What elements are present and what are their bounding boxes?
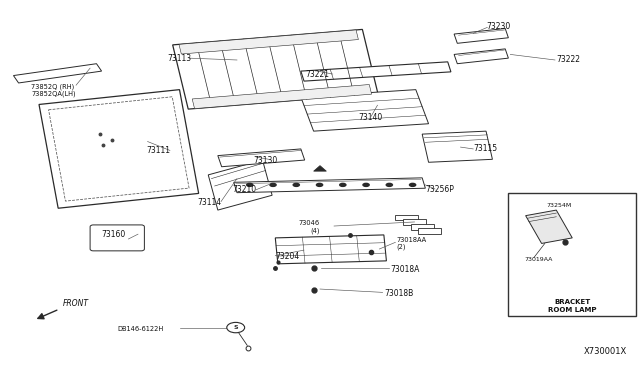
Polygon shape	[173, 29, 378, 109]
Circle shape	[269, 183, 277, 187]
Bar	[403, 219, 426, 225]
Text: 73019AA: 73019AA	[524, 257, 553, 262]
Polygon shape	[13, 64, 102, 83]
FancyBboxPatch shape	[90, 225, 145, 251]
Polygon shape	[314, 166, 326, 171]
Polygon shape	[301, 62, 451, 81]
Text: 73160: 73160	[101, 230, 125, 239]
Text: 73140: 73140	[358, 113, 383, 122]
Polygon shape	[39, 90, 198, 208]
Text: X730001X: X730001X	[583, 347, 627, 356]
Circle shape	[316, 183, 323, 187]
Text: 73204: 73204	[275, 252, 300, 261]
Polygon shape	[422, 131, 492, 162]
Polygon shape	[525, 210, 572, 243]
Polygon shape	[454, 29, 508, 43]
Circle shape	[385, 183, 393, 187]
Text: 73852Q (RH)
73852QA(LH): 73852Q (RH) 73852QA(LH)	[31, 83, 76, 97]
Bar	[508, 193, 636, 317]
Circle shape	[362, 183, 370, 187]
Text: 73221: 73221	[305, 70, 330, 79]
Bar	[395, 215, 418, 221]
Text: 73254M: 73254M	[547, 203, 572, 208]
Circle shape	[409, 183, 417, 187]
Text: 73230: 73230	[486, 22, 510, 31]
Bar	[411, 224, 434, 230]
Text: 73222: 73222	[556, 55, 580, 64]
Text: 73018B: 73018B	[384, 289, 413, 298]
Circle shape	[246, 183, 253, 187]
Text: 73018AA
(2): 73018AA (2)	[397, 237, 427, 250]
Polygon shape	[301, 90, 429, 131]
Text: FRONT: FRONT	[63, 299, 88, 308]
Text: 73111: 73111	[146, 146, 170, 155]
Text: 73113: 73113	[167, 54, 191, 62]
Text: 73114: 73114	[197, 198, 221, 207]
Circle shape	[292, 183, 300, 187]
Polygon shape	[454, 49, 508, 64]
Text: 73210: 73210	[232, 185, 256, 194]
Text: 73130: 73130	[253, 155, 277, 164]
Polygon shape	[179, 30, 358, 54]
Polygon shape	[208, 160, 272, 210]
Circle shape	[227, 323, 244, 333]
Text: S: S	[234, 325, 238, 330]
Bar	[419, 228, 442, 234]
Polygon shape	[275, 235, 387, 264]
Text: DB146-6122H: DB146-6122H	[117, 326, 164, 332]
Text: BRACKET
ROOM LAMP: BRACKET ROOM LAMP	[548, 299, 596, 312]
Text: 73018A: 73018A	[390, 265, 420, 274]
Polygon shape	[234, 178, 426, 193]
Text: 73046
(4): 73046 (4)	[299, 220, 320, 234]
Circle shape	[339, 183, 347, 187]
Text: 73256P: 73256P	[426, 185, 454, 194]
Text: 73115: 73115	[473, 144, 497, 153]
Polygon shape	[192, 84, 372, 109]
Polygon shape	[218, 149, 305, 167]
